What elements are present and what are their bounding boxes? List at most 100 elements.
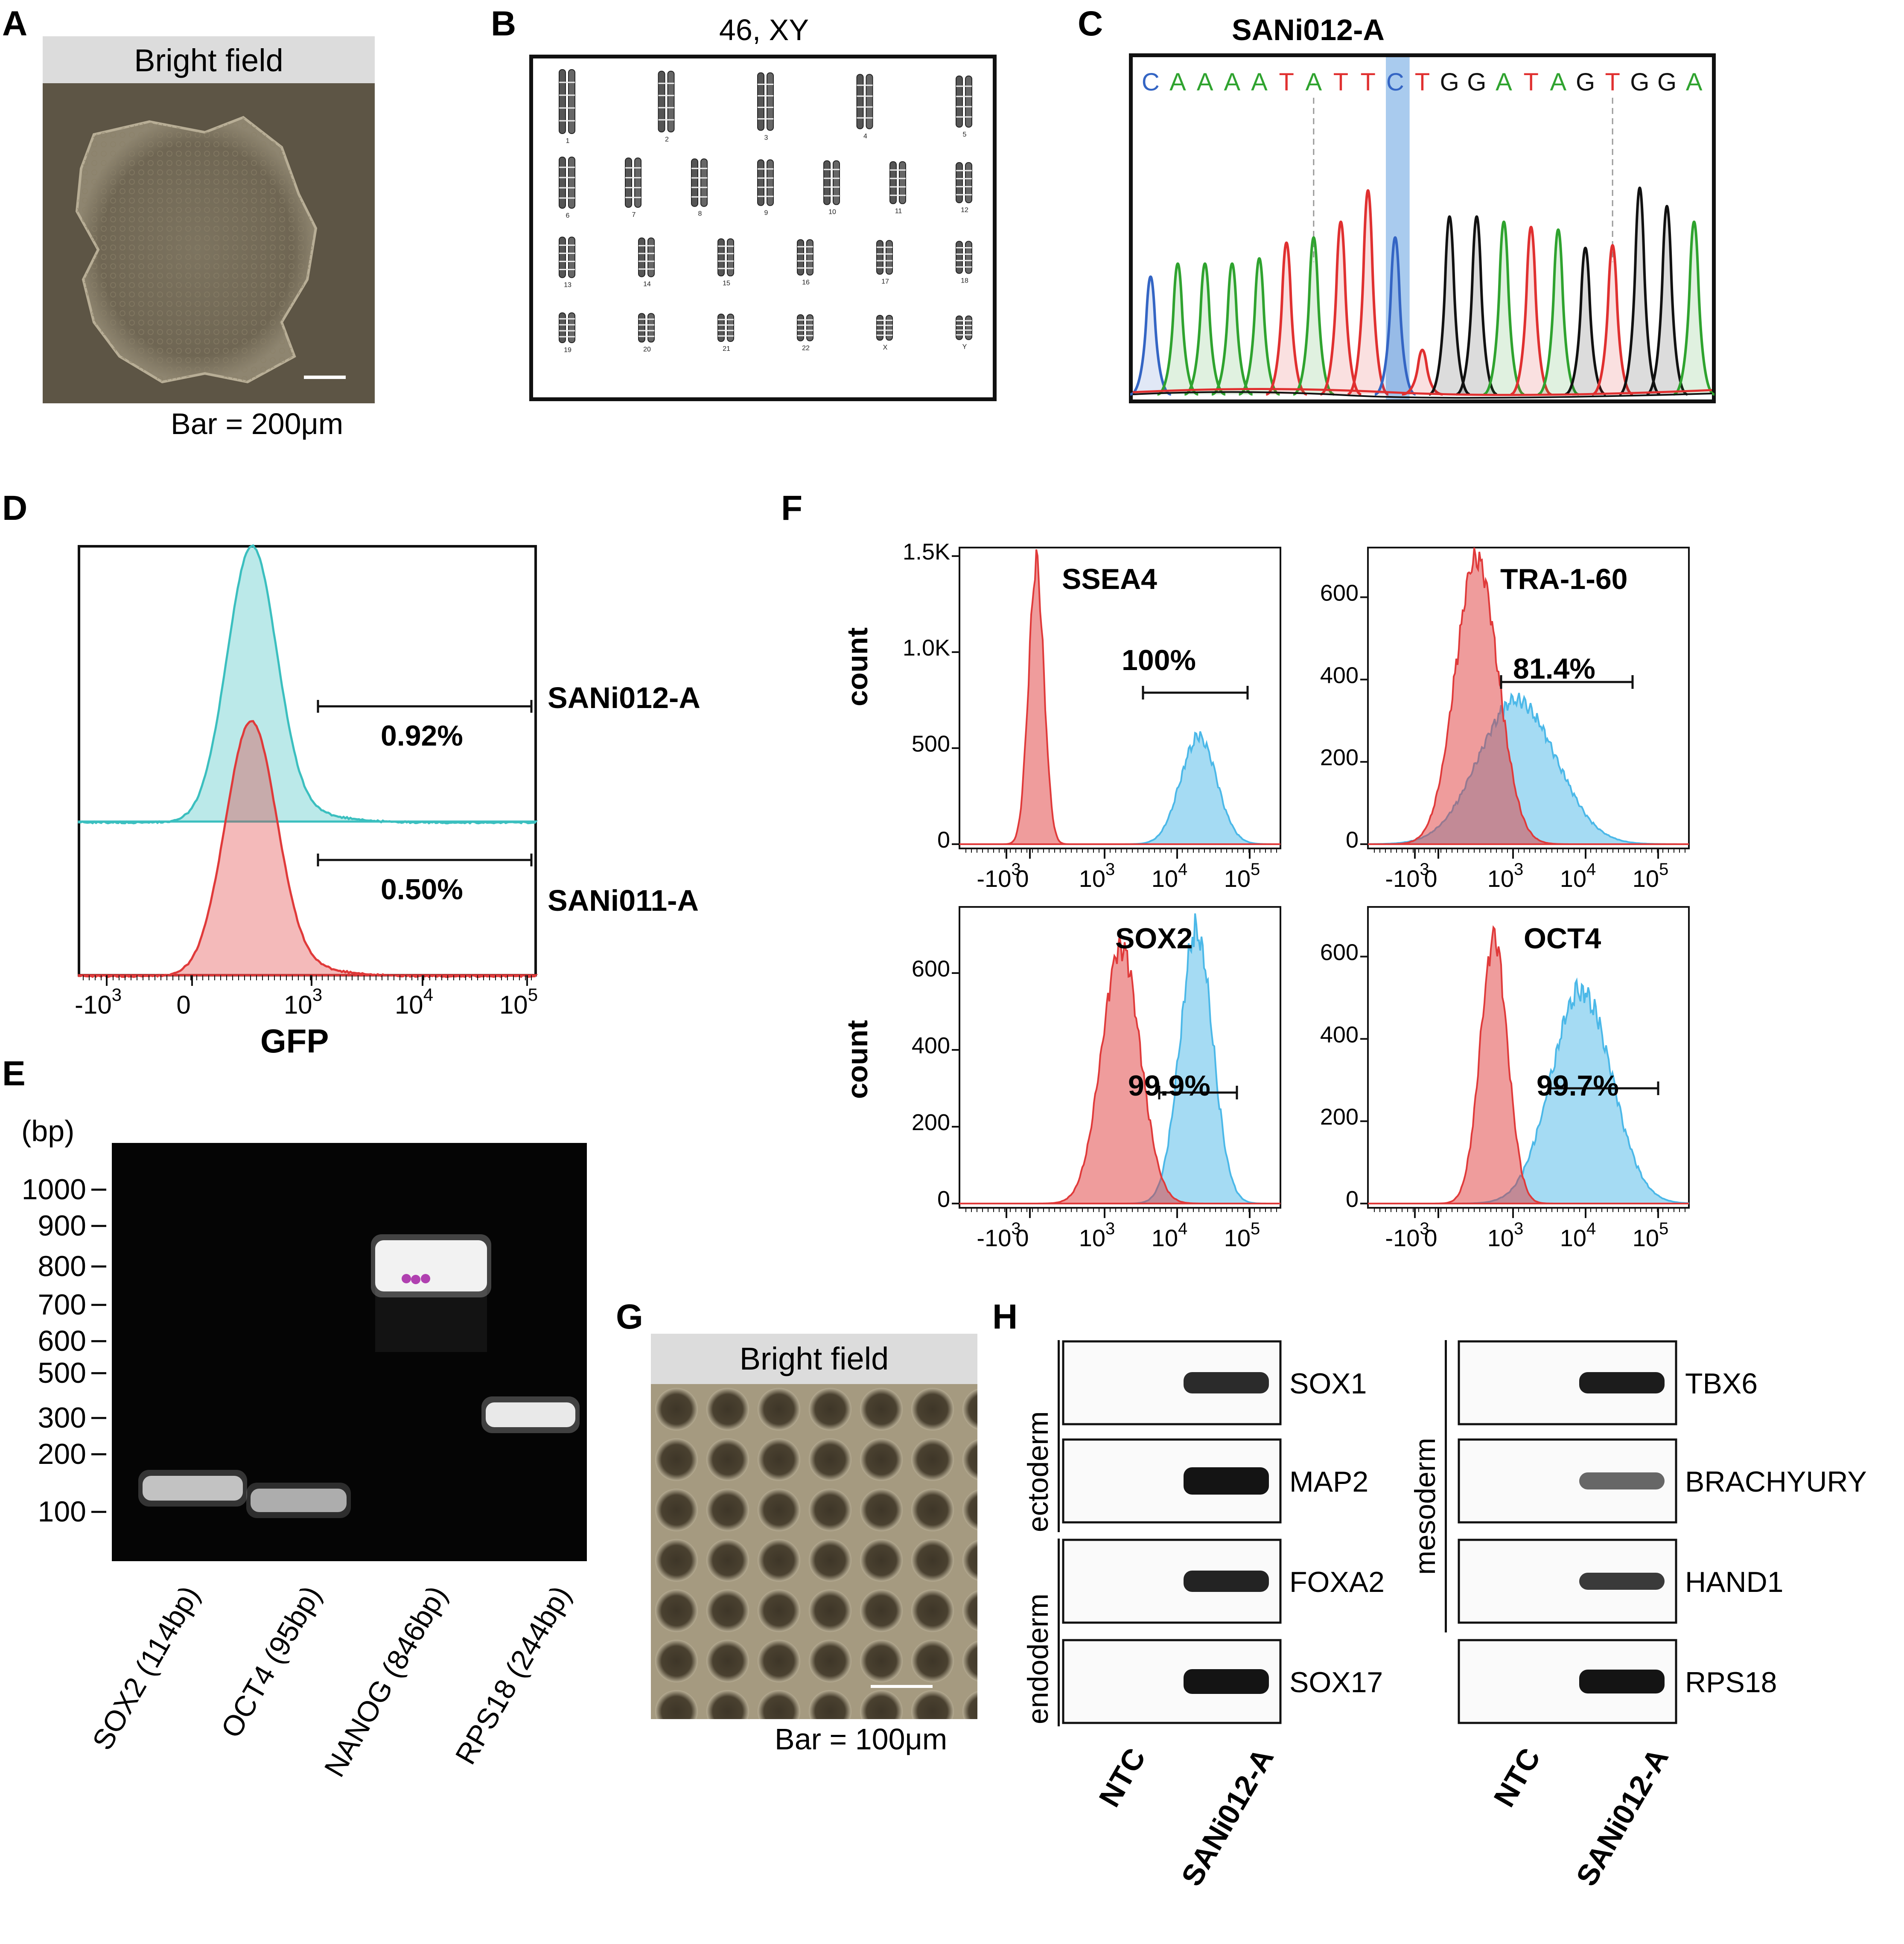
- x-tick-label: 0: [1015, 865, 1029, 892]
- micrograph-embryoid-bodies-g: [651, 1384, 977, 1719]
- chromosome-5: 5: [956, 76, 972, 138]
- gene-label-brachyury: BRACHYURY: [1685, 1466, 1867, 1498]
- gate-bar: [1158, 1086, 1238, 1099]
- x-tick-label: 0: [1015, 1224, 1029, 1251]
- column-label-1-1: SANi012-A: [1569, 1743, 1675, 1892]
- chromosome-label: 6: [566, 212, 570, 219]
- gene-label-map2: MAP2: [1289, 1466, 1369, 1498]
- x-tick-label: -103: [977, 860, 1021, 892]
- base-call: G: [1630, 68, 1649, 96]
- gel-band: [486, 1402, 575, 1427]
- trace-peak: [1239, 257, 1280, 396]
- gene-label-hand1: HAND1: [1685, 1566, 1784, 1598]
- chromosome-14: 14: [638, 237, 655, 288]
- base-call: A: [1686, 68, 1703, 96]
- y-tick-label: 600: [912, 956, 950, 982]
- control-histogram: [959, 936, 1280, 1204]
- stain-histogram: [1367, 692, 1689, 845]
- y-tick-label: 600: [1320, 939, 1359, 965]
- marker-label-0: SSEA4: [1062, 563, 1157, 595]
- panel-label-e: E: [2, 1054, 26, 1093]
- brightfield-title-g: Bright field: [739, 1341, 889, 1376]
- chromosome-label: 8: [698, 210, 702, 218]
- trace-peak: [1646, 205, 1688, 396]
- column-label-0-1: SANi012-A: [1175, 1743, 1280, 1892]
- column-label-1-0: NTC: [1487, 1743, 1547, 1813]
- karyotype-frame: [529, 55, 997, 401]
- ladder-label-100: 100: [38, 1495, 86, 1528]
- trace-peak: [1429, 215, 1470, 396]
- x-tick-label: 103: [1487, 860, 1524, 892]
- tick-label-d: 105: [499, 985, 538, 1019]
- micrograph-colony-a: [43, 83, 375, 403]
- pcr-band: [1579, 1670, 1665, 1693]
- chromosome-label: 16: [802, 279, 810, 286]
- trace-peak: [1184, 262, 1226, 396]
- brightfield-header-g: [651, 1334, 977, 1384]
- base-call: C: [1142, 68, 1160, 96]
- marker-label-1: TRA-1-60: [1500, 563, 1628, 595]
- chromosome-label: 12: [961, 207, 968, 214]
- scalebar-label-g: Bar = 100μm: [775, 1722, 948, 1756]
- ylabel-count-top: count: [841, 627, 874, 706]
- saturated-pixel: [421, 1274, 430, 1283]
- chromosome-label: 10: [828, 208, 836, 216]
- base-call: G: [1657, 68, 1677, 96]
- gene-label-sox17: SOX17: [1289, 1666, 1383, 1699]
- chromosome-label: 1: [566, 137, 570, 145]
- panel-label-g: G: [616, 1297, 643, 1336]
- pcr-band: [1579, 1472, 1665, 1489]
- base-call: C: [1386, 68, 1404, 96]
- ladder-label-600: 600: [38, 1325, 86, 1357]
- rtpcr-gel-hand1: [1458, 1539, 1677, 1624]
- y-tick-label: 200: [912, 1110, 950, 1135]
- trace-peak: [1320, 221, 1362, 396]
- chromosome-label: 18: [961, 277, 968, 285]
- ladder-tick: [91, 1304, 106, 1306]
- trace-peak: [1456, 215, 1498, 396]
- base-call: T: [1605, 68, 1620, 96]
- saturated-pixel: [402, 1274, 411, 1283]
- x-tick-label: 104: [1152, 860, 1188, 892]
- base-call: A: [1224, 68, 1240, 96]
- chromosome-Y: Y: [956, 315, 972, 351]
- gene-label-foxa2: FOXA2: [1289, 1566, 1385, 1598]
- gene-label-rps18: RPS18: [1685, 1666, 1777, 1699]
- base-call: T: [1360, 68, 1375, 96]
- y-tick-label: 400: [1320, 1022, 1359, 1047]
- chromosome-19: 19: [559, 312, 575, 354]
- chromosome-7: 7: [625, 157, 641, 219]
- base-call: T: [1415, 68, 1430, 96]
- x-tick-label: 104: [1152, 1219, 1188, 1251]
- ladder-tick: [91, 1417, 106, 1419]
- tick-label-d: 103: [284, 985, 322, 1019]
- trace-peak: [1157, 262, 1198, 396]
- agarose-gel: [112, 1143, 587, 1561]
- chromosome-label: 5: [963, 131, 967, 138]
- base-call: G: [1467, 68, 1486, 96]
- chromosome-1: 1: [559, 69, 575, 145]
- karyotype-title: 46, XY: [719, 13, 809, 47]
- y-tick-label: 0: [937, 1186, 950, 1212]
- lane-label-3: RPS18 (244bp): [449, 1580, 577, 1770]
- sample-name-d-1: SANi012-A: [548, 681, 700, 714]
- y-tick-label: 1.5K: [903, 539, 950, 565]
- chromosome-12: 12: [956, 162, 972, 214]
- rtpcr-gel-foxa2: [1062, 1539, 1282, 1624]
- trace-peak: [1347, 189, 1389, 396]
- chromosome-label: 7: [632, 211, 636, 219]
- stain-histogram: [1368, 977, 1689, 1204]
- saturated-pixel: [411, 1275, 420, 1284]
- trace-peak: [1592, 244, 1633, 396]
- gene-label-sox1: SOX1: [1289, 1367, 1367, 1400]
- y-tick-label: 500: [912, 731, 950, 757]
- trace-peak: [1619, 187, 1661, 396]
- chromosome-label: 9: [764, 210, 768, 217]
- ladder-tick: [91, 1340, 106, 1342]
- chromosome-9: 9: [757, 159, 774, 217]
- chromosome-18: 18: [956, 241, 972, 285]
- pcr-band: [1184, 1372, 1269, 1393]
- rtpcr-gel-brachyury: [1458, 1438, 1677, 1524]
